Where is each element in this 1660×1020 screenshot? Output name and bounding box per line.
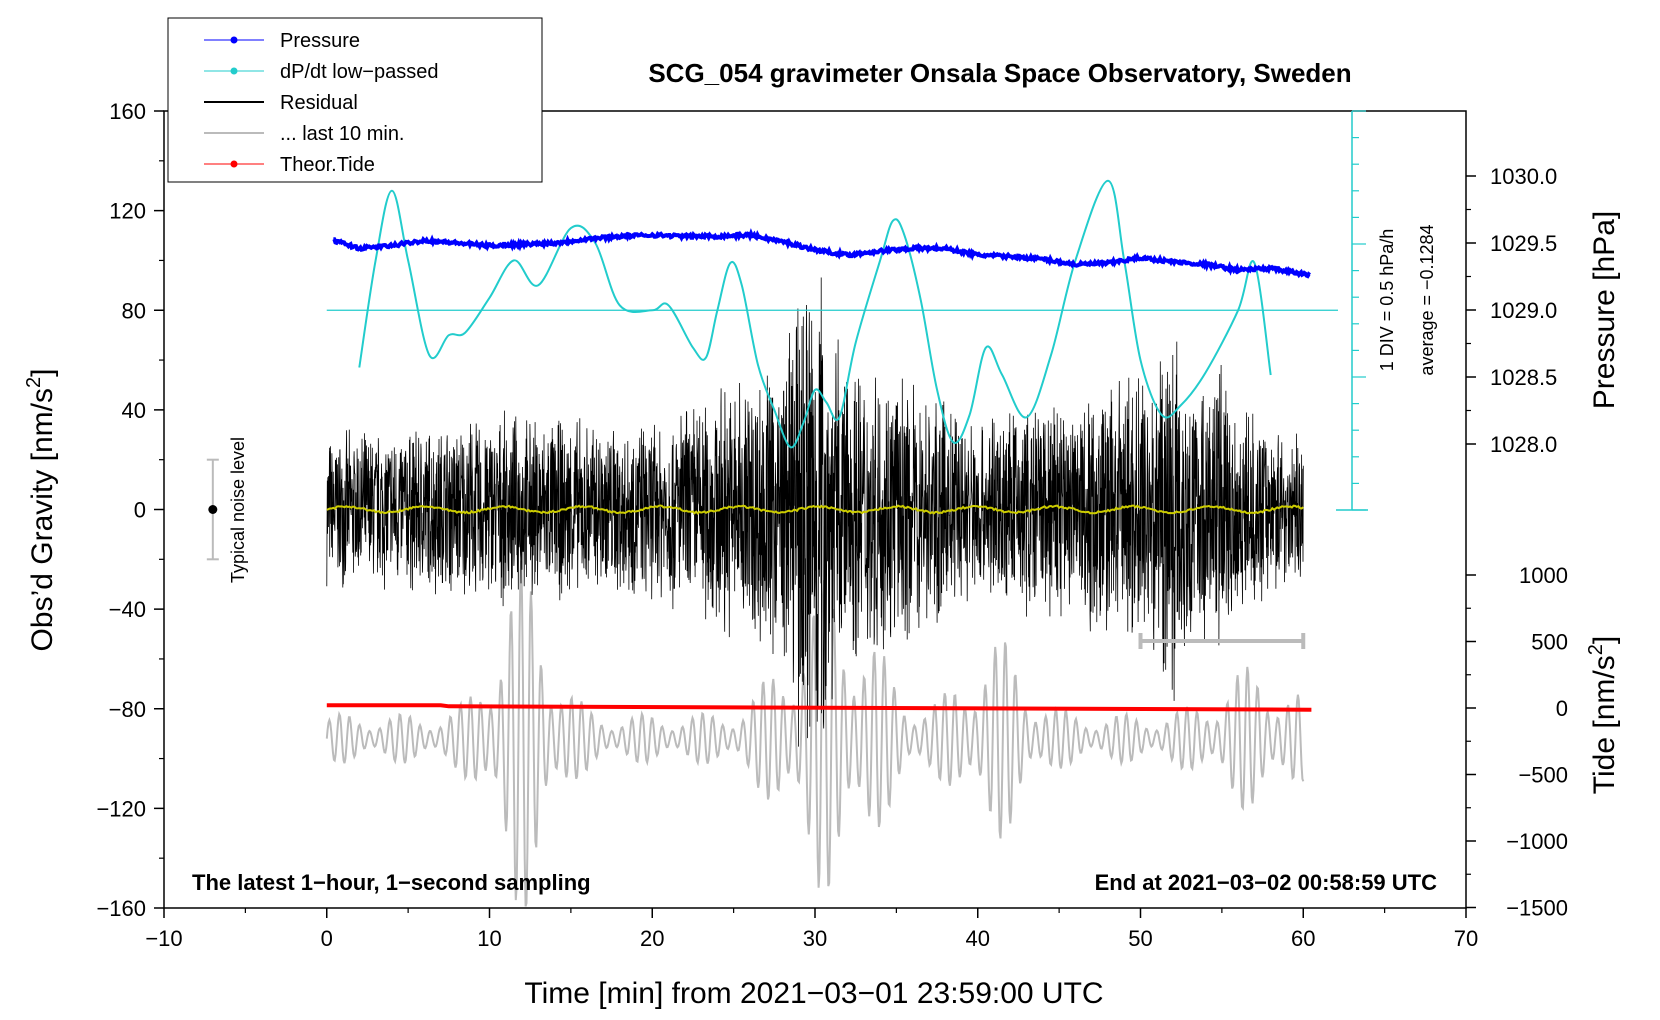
legend-label: Pressure [280,30,360,52]
pressure-axis-ticks: 1030.0 1029.5 1029.0 1028.5 1028.0 [1466,164,1557,457]
x-tick-label: 30 [803,926,827,951]
legend-marker [230,67,238,75]
chart-title: SCG_054 gravimeter Onsala Space Observat… [648,58,1351,88]
y-axis-title-pressure: Pressure [hPa] [1588,211,1621,409]
theor-tide-series [326,703,1312,712]
y-tick-label: 120 [109,199,146,224]
x-tick-label: 0 [321,926,333,951]
pressure-tick-label: 1030.0 [1490,164,1557,189]
noise-level-label: Typical noise level [228,437,248,583]
legend: Pressure dP/dt low−passed Residual ... last… [167,17,543,183]
tide-tick-label: 1000 [1519,563,1568,588]
x-tick-label: 50 [1128,926,1152,951]
x-tick-label: 70 [1454,926,1478,951]
residual-smoothed-line [326,504,1304,515]
pressure-tick-label: 1028.5 [1490,365,1557,390]
last-10-min-line [325,560,1305,907]
x-axis-title: Time [min] from 2021−03−01 23:59:00 UTC [524,977,1103,1010]
last-10-min-range-bar [1138,633,1306,649]
y-tick-label: 80 [122,298,146,323]
dpdt-scale-bar [1336,110,1368,511]
dpdt-line [358,179,1272,449]
dpdt-average-label: average = −0.1284 [1417,224,1437,375]
y-axis-ticks: 160 120 80 40 0 −40 −80 −120 −160 [96,99,164,921]
x-axis-ticks: −10 0 10 20 30 40 50 60 70 [145,908,1478,951]
legend-label: ... last 10 min. [280,123,405,145]
y-tick-label: −80 [109,697,146,722]
y-tick-label: −120 [96,796,146,821]
legend-label: Theor.Tide [280,154,375,176]
dpdt-scale-label: 1 DIV = 0.5 hPa/h [1377,229,1397,372]
noise-level-bar [206,458,219,561]
legend-marker [230,36,238,44]
x-tick-label: 10 [477,926,501,951]
pressure-line [332,228,1311,279]
y-axis-title-tide: Tide [nm/s2] [1585,636,1621,794]
x-tick-label: −10 [145,926,182,951]
y-axis-title-left: Obs’d Gravity [nm/s2] [23,369,59,652]
tide-tick-label: 500 [1531,630,1568,655]
tide-tick-label: −1500 [1506,896,1568,921]
dpdt-series [326,179,1338,449]
y-tick-label: 40 [122,398,146,423]
pressure-tick-label: 1029.0 [1490,298,1557,323]
noise-bar-dot [208,505,218,514]
y-tick-label: −40 [109,597,146,622]
tide-tick-label: −500 [1518,763,1568,788]
pressure-series [332,228,1311,279]
residual-series [326,277,1304,747]
pressure-tick-label: 1029.5 [1490,231,1557,256]
footer-left-note: The latest 1−hour, 1−second sampling [192,870,591,895]
y-tick-label: 0 [134,498,146,523]
legend-label: Residual [280,92,358,114]
tide-axis-ticks: 1000 500 0 −500 −1000 −1500 [1466,563,1568,921]
tide-tick-label: −1000 [1506,829,1568,854]
last-10-min-series [325,560,1305,907]
footer-right-note: End at 2021−03−02 00:58:59 UTC [1095,870,1438,895]
theor-tide-line [326,703,1312,712]
legend-marker [230,160,238,168]
residual-smoothed-series [326,504,1304,515]
x-tick-label: 40 [966,926,990,951]
legend-box [167,17,543,183]
legend-label: dP/dt low−passed [280,61,438,83]
residual-line [326,277,1304,747]
x-tick-label: 20 [640,926,664,951]
x-tick-label: 60 [1291,926,1315,951]
y-tick-label: −160 [96,896,146,921]
tide-tick-label: 0 [1556,696,1568,721]
pressure-tick-label: 1028.0 [1490,432,1557,457]
y-tick-label: 160 [109,99,146,124]
